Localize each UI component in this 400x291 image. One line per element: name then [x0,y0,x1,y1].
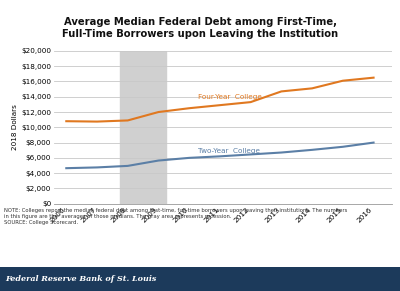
Text: Two-Year  College: Two-Year College [198,148,260,154]
Y-axis label: 2018 Dollars: 2018 Dollars [12,104,18,150]
Text: Average Median Federal Debt among First-Time,
Full-Time Borrowers upon Leaving t: Average Median Federal Debt among First-… [62,17,338,39]
Text: Four-Year  College: Four-Year College [198,94,262,100]
Text: NOTE: Colleges report the median federal debt among first-time, full-time borrow: NOTE: Colleges report the median federal… [4,208,347,225]
Bar [120,51,166,204]
Text: Federal Reserve Bank of St. Louis: Federal Reserve Bank of St. Louis [5,275,156,283]
